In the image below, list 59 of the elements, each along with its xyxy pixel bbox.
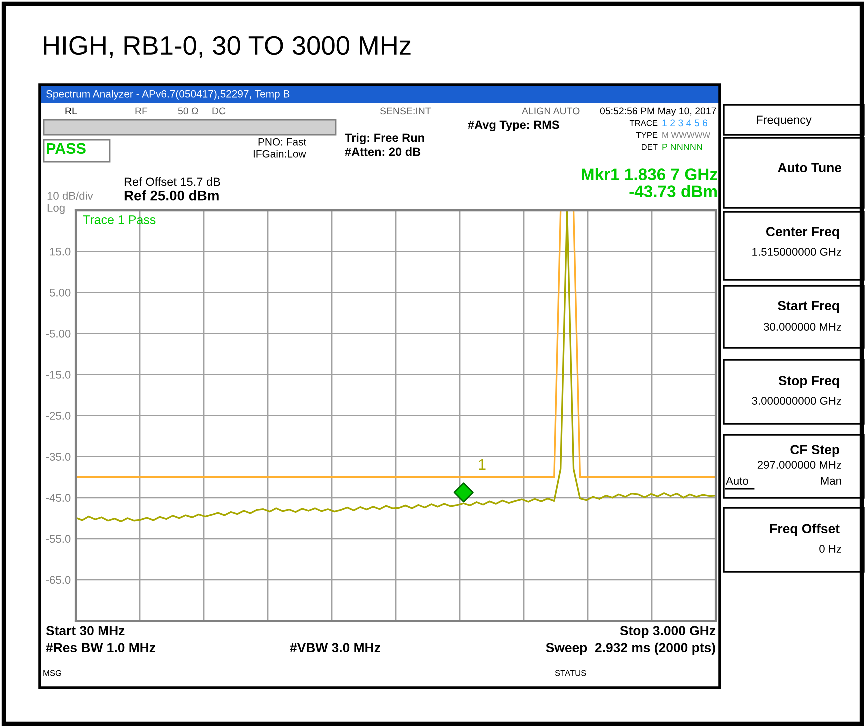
text: IFGain:Low [254, 150, 306, 158]
y-tick-label: -45.0 [46, 494, 71, 502]
y-tick-label: 15.0 [50, 248, 71, 256]
text: RF [136, 108, 148, 115]
text: Stop 3.000 GHz [620, 626, 716, 638]
text: Man [821, 477, 842, 485]
text: Start Freq [778, 301, 840, 314]
text: MSG [44, 670, 62, 676]
text: 05:52:56 PM May 10, 2017 [600, 108, 716, 117]
text: 50 Ω [178, 108, 198, 115]
y-tick-label: -5.00 [46, 330, 71, 338]
text: Frequency [757, 116, 812, 127]
text: ALIGN AUTO [522, 108, 580, 115]
text: #Res BW 1.0 MHz [46, 643, 156, 653]
text: RL [66, 108, 78, 115]
text: #Avg Type: RMS [468, 120, 560, 132]
text: 3.000000000 GHz [752, 397, 842, 405]
text: DC [212, 108, 226, 115]
text: Auto Tune [778, 163, 842, 173]
annotation: 1 [479, 459, 486, 470]
y-tick-label: -55.0 [46, 535, 71, 544]
text: Mkr1 1.836 7 GHz [582, 168, 718, 180]
text: Start 30 MHz [46, 626, 125, 636]
text: Auto [726, 477, 748, 485]
text: 30.000000 MHz [764, 323, 842, 331]
text: Center Freq [766, 227, 840, 240]
text: Ref 25.00 dBm [124, 190, 219, 201]
text: #Atten: 20 dB [345, 148, 421, 156]
text: CF Step [790, 445, 840, 458]
text: Stop Freq [778, 376, 840, 388]
text: Trig: Free Run [345, 133, 424, 145]
y-tick-label: -65.0 [46, 576, 71, 584]
text: TRACE [630, 120, 658, 126]
text: 1 2 3 4 5 6 [662, 120, 708, 127]
annotation: Trace 1 Pass [83, 216, 156, 224]
y-tick-label: -15.0 [46, 371, 71, 379]
text: M WWWWW [662, 132, 711, 138]
y-tick-label: -35.0 [46, 453, 71, 461]
y-tick-label: -25.0 [46, 412, 71, 420]
chart-title: HIGH, RB1-0, 30 TO 3000 MHz [44, 36, 411, 58]
text: Log [48, 204, 65, 214]
text: 0 Hz [820, 545, 842, 553]
text: 297.000000 MHz [758, 461, 842, 469]
text: -43.73 dBm [630, 185, 717, 198]
text: Sweep 2.932 ms (2000 pts) [546, 642, 716, 656]
text: 1.515000000 GHz [752, 248, 842, 256]
text: STATUS [555, 670, 586, 676]
text: P NNNNN [662, 144, 702, 150]
text: SENSE:INT [380, 108, 432, 115]
text: TYPE [636, 132, 658, 138]
text: #VBW 3.0 MHz [290, 643, 380, 653]
text: Freq Offset [770, 524, 840, 536]
text: Ref Offset 15.7 dB [124, 178, 220, 186]
text: 10 dB/div [48, 192, 94, 200]
text: PASS [47, 143, 86, 154]
y-tick-label: 5.00 [50, 288, 71, 297]
text: PNO: Fast [258, 138, 307, 146]
text: DET [642, 144, 658, 150]
text: Spectrum Analyzer - APv6.7(050417),52297, Temp B [46, 90, 290, 100]
